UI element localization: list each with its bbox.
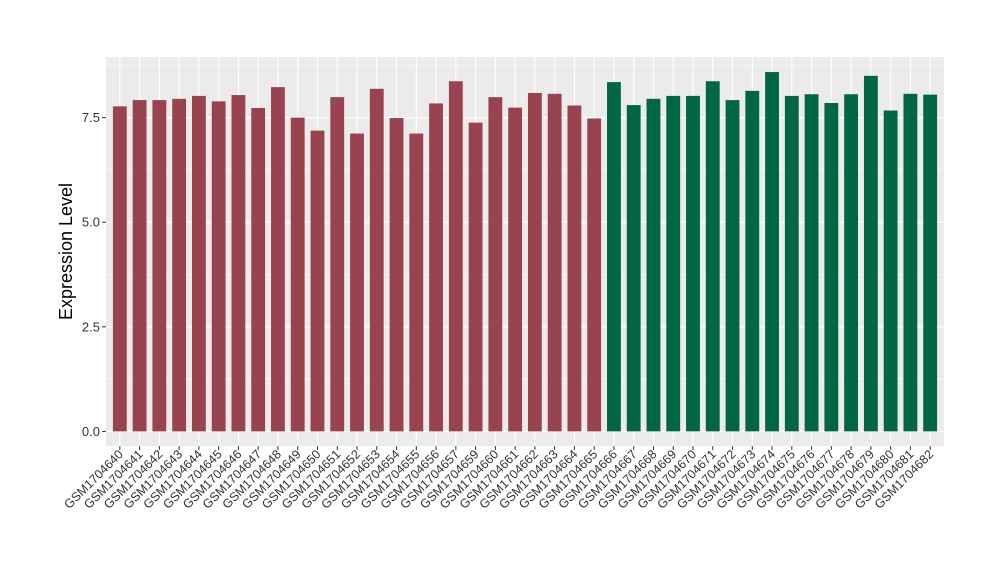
bar-GSM1704677: [824, 103, 839, 432]
bar-GSM1704654: [389, 118, 404, 432]
bar-GSM1704661: [508, 107, 523, 432]
bar-GSM1704663: [547, 93, 562, 432]
y-axis-title: Expression Level: [56, 183, 76, 320]
bar-GSM1704646: [231, 95, 246, 432]
bar-GSM1704681: [903, 93, 918, 432]
bar-GSM1704648: [271, 87, 285, 432]
y-axis: 0.0 2.5 5.0 7.5: [82, 110, 106, 439]
bar-GSM1704679: [863, 75, 878, 432]
bar-GSM1704649: [290, 117, 305, 432]
bar-GSM1704651: [330, 97, 345, 432]
bar-GSM1704682: [923, 94, 938, 432]
bar-GSM1704669: [666, 95, 681, 432]
x-axis: GSM1704640GSM1704641GSM1704642GSM1704643…: [62, 446, 936, 512]
bar-GSM1704657: [448, 81, 463, 432]
bar-GSM1704660: [488, 97, 503, 432]
bar-GSM1704653: [369, 88, 384, 432]
bar-GSM1704652: [350, 133, 364, 432]
bar-GSM1704666: [607, 82, 621, 432]
bar-GSM1704673: [745, 90, 760, 432]
bar-GSM1704647: [251, 108, 266, 432]
bar-GSM1704672: [725, 100, 740, 432]
bar-GSM1704671: [705, 81, 720, 432]
bar-GSM1704675: [784, 95, 799, 432]
bar-GSM1704641: [132, 100, 147, 432]
bar-GSM1704664: [567, 105, 582, 432]
bar-GSM1704650: [310, 130, 325, 432]
bar-GSM1704680: [883, 110, 898, 432]
bar-GSM1704662: [527, 92, 542, 432]
bar-GSM1704656: [429, 103, 443, 432]
y-tick-label: 7.5: [82, 110, 100, 125]
bar-GSM1704640: [112, 106, 127, 432]
bar-GSM1704667: [626, 105, 641, 432]
bar-GSM1704644: [191, 95, 206, 432]
y-tick-label: 2.5: [82, 319, 100, 334]
bar-GSM1704643: [172, 98, 187, 432]
bar-GSM1704659: [468, 122, 483, 432]
bar-GSM1704645: [211, 101, 226, 432]
bar-GSM1704655: [409, 133, 424, 432]
bar-GSM1704665: [587, 118, 602, 432]
bars: [112, 72, 938, 432]
y-tick-label: 5.0: [82, 215, 100, 230]
bar-GSM1704668: [646, 98, 661, 432]
y-tick-label: 0.0: [82, 424, 100, 439]
bar-GSM1704674: [765, 72, 779, 432]
bar-GSM1704676: [804, 94, 819, 432]
bar-GSM1704642: [152, 100, 167, 432]
bar-GSM1704678: [844, 94, 859, 432]
plot-panel: [106, 57, 944, 446]
bar-GSM1704670: [686, 95, 700, 432]
